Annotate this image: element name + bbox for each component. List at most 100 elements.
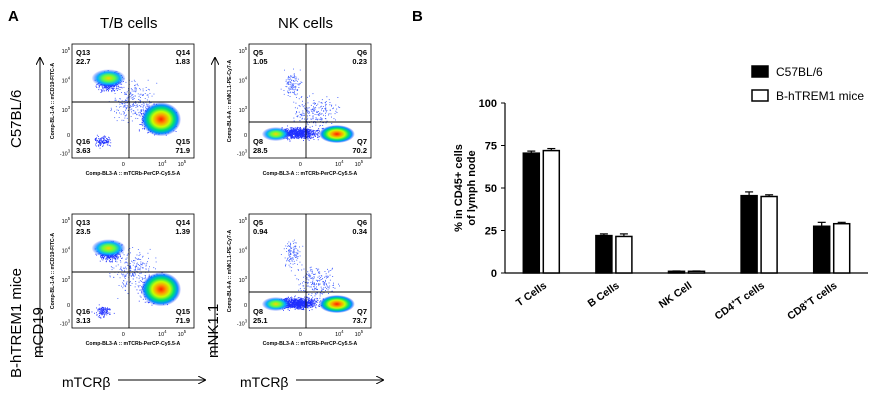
quadrant-name: Q8 [253,137,263,146]
facs-plot-frame [71,43,195,159]
quadrant-name: Q13 [76,48,90,57]
quadrant-name: Q8 [253,307,263,316]
y-tick-label: 0 [491,268,497,280]
x-tick-label: 105 [355,329,364,338]
density-core [318,295,355,314]
y-tick-label: 103 [239,275,248,284]
x-tick-label: 104 [158,159,167,168]
facs-x-axis-title: Comp-BL3-A :: mTCRb-PerCP-Cy5.5-A [86,171,181,177]
bar-b-htrem1-1 [615,235,633,274]
category-label: NK Cell [657,280,695,311]
density-core [141,102,182,137]
y-tick-label: 105 [62,216,71,225]
bar-b-htrem1-4 [832,222,851,274]
category-label: T Cells [514,280,549,310]
legend-swatch-c57bl6 [751,65,769,78]
facs-y-axis-title: Comp-BL4-A :: mNK1.1-PE-Cy7-A [227,59,233,142]
facs-y-axis-title: Comp-BL-1-A :: mCD19-FITC-A [50,233,56,309]
x-tick-label: 104 [335,329,344,338]
facs-y-axis-title: Comp-BL-1-A :: mCD19-FITC-A [50,63,56,139]
x-tick-label: 104 [335,159,344,168]
quadrant-percentage: 3.63 [76,146,91,155]
y-tick-label: 25 [485,226,497,238]
x-tick-label: 0 [299,162,302,168]
density-core [91,69,126,88]
bar-c57bl6-0 [522,152,541,274]
y-tick-label: 103 [62,105,71,114]
column-title-nk-cells: NK cells [278,15,334,32]
x-tick-label: 104 [158,329,167,338]
density-core [261,127,290,142]
y-tick-label: 103 [239,105,248,114]
quadrant-percentage: 1.39 [175,227,190,236]
y-tick-label: 103 [62,275,71,284]
panel-b-letter: B [412,8,423,25]
y-tick-label: -103 [237,148,248,157]
y-axis-title: % in CD45+ cellsof lymph node [453,144,478,232]
quadrant-percentage: 0.34 [352,227,367,236]
facs-y-axis-title: Comp-BL4-A :: mNK1.1-PE-Cy7-A [227,229,233,312]
quadrant-percentage: 73.7 [352,316,367,325]
y-tick-label: -103 [60,318,71,327]
quadrant-name: Q14 [176,48,191,57]
quadrant-percentage: 0.94 [253,227,268,236]
x-axis-label-nk: mTCRβ [240,374,289,390]
y-tick-label: 104 [62,75,71,84]
x-tick-label: 105 [178,159,187,168]
density-core [91,239,126,258]
y-tick-label: 0 [244,303,247,309]
bar-b-htrem1-0 [542,149,561,274]
quadrant-percentage: 1.83 [175,57,190,66]
legend-label-c57bl6: C57BL/6 [776,65,823,79]
quadrant-name: Q5 [253,48,263,57]
y-tick-label: 0 [67,303,70,309]
y-tick-label: 50 [485,183,497,195]
facs-x-axis-title: Comp-BL3-A :: mTCRb-PerCP-Cy5.5-A [263,171,358,177]
x-axis-label-tb: mTCRβ [62,374,111,390]
legend-label-b-htrem1: B-hTREM1 mice [776,89,864,103]
panel-a-letter: A [8,8,19,25]
quadrant-percentage: 25.1 [253,316,268,325]
y-tick-label: 100 [479,98,497,110]
bar-c57bl6-3 [740,194,758,274]
column-title-tb-cells: T/B cells [100,15,158,32]
y-tick-label: -103 [60,148,71,157]
quadrant-percentage: 0.23 [352,57,367,66]
density-core [318,125,355,144]
flow-cytometry-panel: Q1322.7Q141.83Q163.63Q1571.91051041030-1… [0,43,400,400]
y-tick-label: 0 [67,133,70,139]
y-tick-label: 105 [62,46,71,55]
y-tick-label: 75 [485,141,497,153]
quadrant-name: Q6 [357,218,367,227]
quadrant-name: Q7 [357,307,367,316]
x-tick-label: 0 [299,332,302,338]
x-tick-label: 0 [122,332,125,338]
y-tick-label: 104 [239,245,248,254]
y-tick-label: 104 [62,245,71,254]
quadrant-name: Q7 [357,137,367,146]
quadrant-percentage: 70.2 [352,146,367,155]
density-core [141,272,182,307]
quadrant-name: Q15 [176,137,190,146]
x-tick-label: 0 [122,162,125,168]
density-core [261,297,290,312]
x-tick-label: 105 [355,159,364,168]
y-tick-label: -103 [237,318,248,327]
facs-plot-frame [71,213,195,329]
category-label: B Cells [586,280,622,310]
bar-c57bl6-4 [812,225,831,274]
quadrant-percentage: 71.9 [175,316,190,325]
facs-x-axis-title: Comp-BL3-A :: mTCRb-PerCP-Cy5.5-A [86,341,181,347]
legend-swatch-b-htrem1 [751,89,769,102]
quadrant-percentage: 28.5 [253,146,268,155]
y-tick-label: 105 [239,216,248,225]
category-label: CD4+T cells [713,280,767,323]
category-label: CD8+T cells [785,280,839,323]
quadrant-percentage: 3.13 [76,316,91,325]
quadrant-name: Q16 [76,137,90,146]
y-tick-label: 104 [239,75,248,84]
